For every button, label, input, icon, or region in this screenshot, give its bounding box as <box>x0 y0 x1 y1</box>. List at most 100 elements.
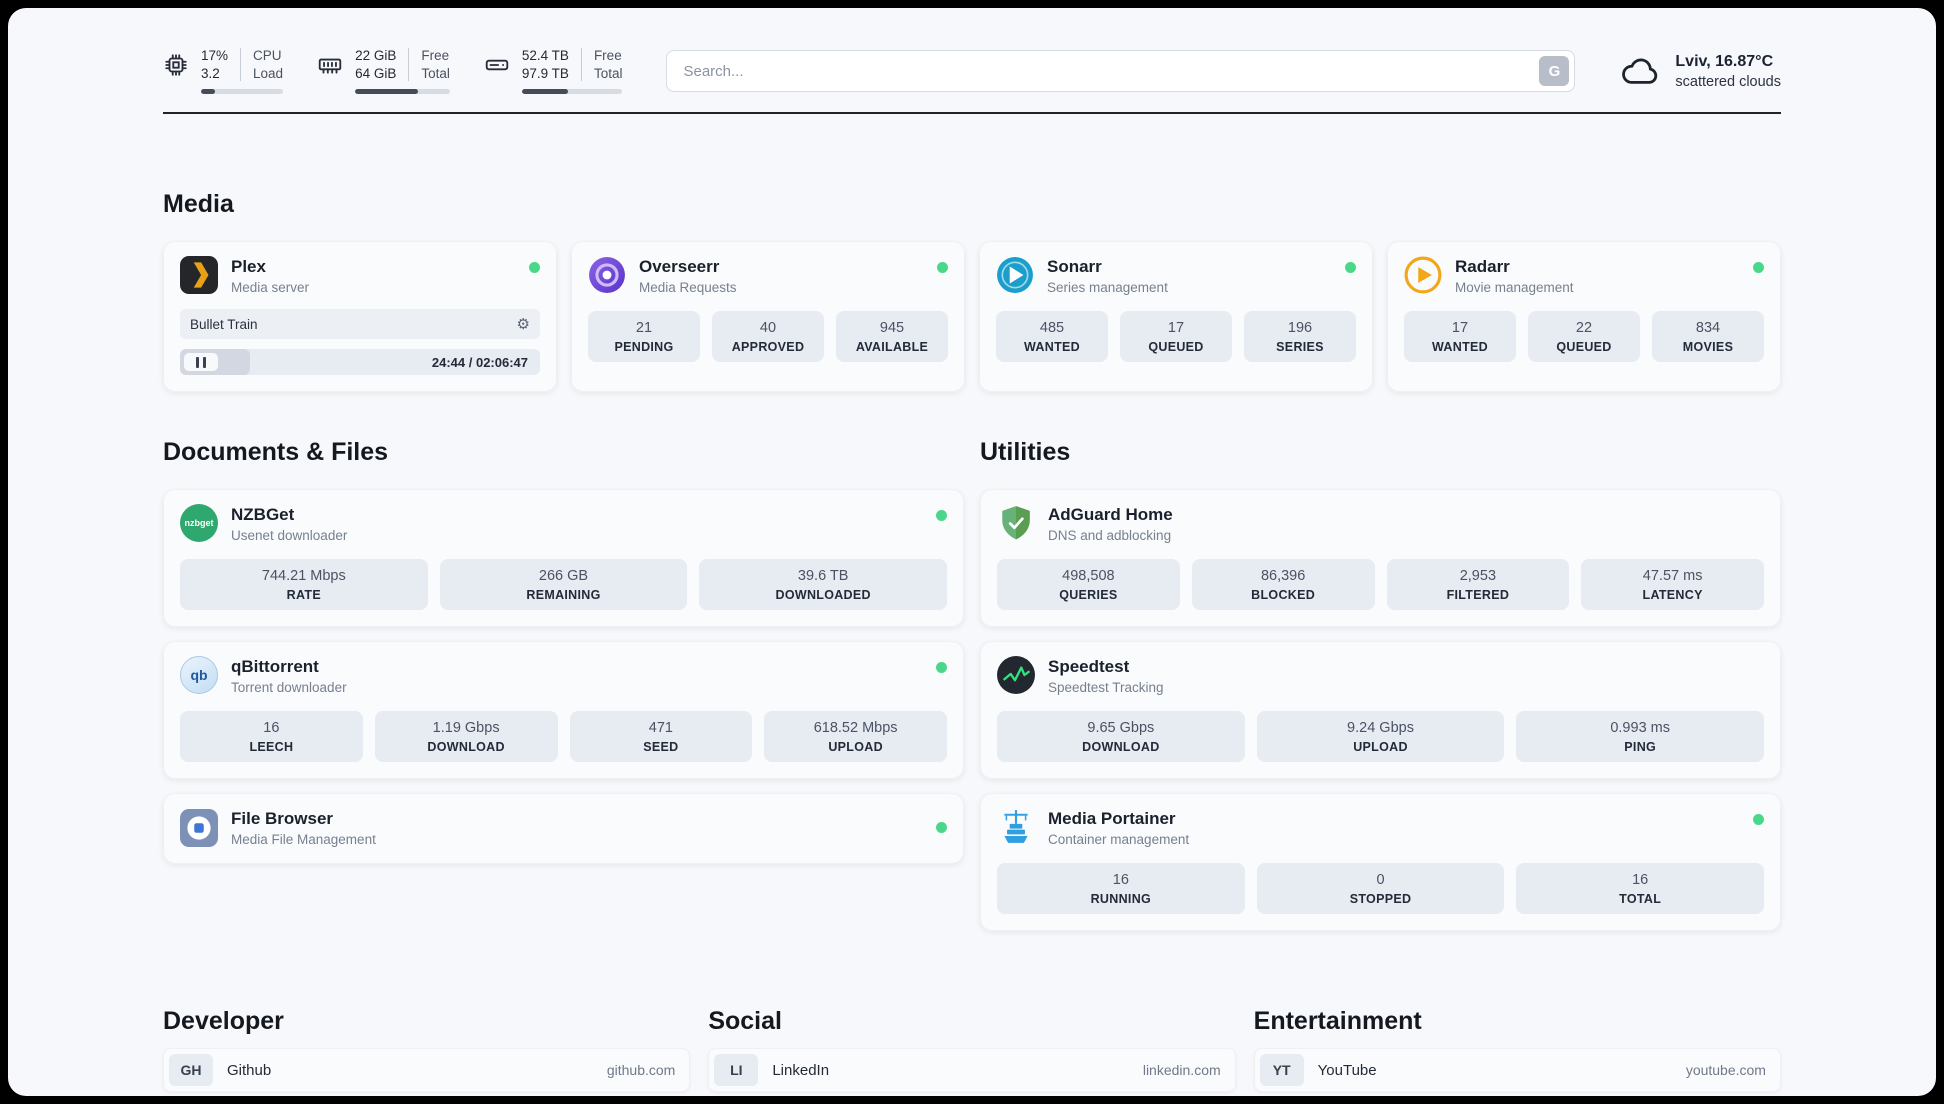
search-box: G <box>666 50 1576 92</box>
stat-value: 17 <box>1451 320 1469 336</box>
stat-label: APPROVED <box>731 340 805 354</box>
bookmark-name: LinkedIn <box>772 1061 830 1079</box>
app-card-sonarr[interactable]: Sonarr Series management 485 WANTED 17 Q… <box>979 241 1373 392</box>
stat-wanted: 485 WANTED <box>996 311 1108 362</box>
app-subtitle: Media server <box>231 280 310 295</box>
playback-progress-bar[interactable]: 24:44 / 02:06:47 <box>180 349 540 375</box>
filebrowser-icon <box>180 808 218 847</box>
stat-blocked: 86,396 BLOCKED <box>1191 559 1375 610</box>
stat-pending: 21 PENDING <box>588 311 700 362</box>
app-card-nzbget[interactable]: nzbget NZBGet Usenet downloader 744.21 M… <box>163 489 964 627</box>
stat-approved: 40 APPROVED <box>712 311 824 362</box>
app-subtitle: Container management <box>1048 832 1190 847</box>
stat-label: UPLOAD <box>1353 740 1408 754</box>
weather-location: Lviv, 16.87°C <box>1675 52 1774 70</box>
bookmark-youtube[interactable]: YT YouTube youtube.com <box>1253 1048 1781 1092</box>
bookmark-url: github.com <box>606 1062 676 1078</box>
app-card-qbittorrent[interactable]: qb qBittorrent Torrent downloader 16 <box>163 641 964 779</box>
bookmark-abbrev: LI <box>714 1054 759 1086</box>
bookmark-name: YouTube <box>1317 1061 1377 1079</box>
stat-queued: 17 QUEUED <box>1120 311 1232 362</box>
app-subtitle: Media Requests <box>639 280 737 295</box>
app-card-radarr[interactable]: Radarr Movie management 17 WANTED 22 QUE… <box>1387 241 1781 392</box>
bookmark-url: linkedin.com <box>1142 1062 1221 1078</box>
app-subtitle: Torrent downloader <box>231 680 347 695</box>
ram-label-line2: Total <box>421 66 450 81</box>
section-title-developer: Developer <box>163 1007 284 1035</box>
stat-available: 945 AVAILABLE <box>836 311 948 362</box>
stat-downloaded: 39.6 TB DOWNLOADED <box>699 559 948 610</box>
pause-button[interactable] <box>184 353 218 371</box>
topbar: 17% 3.2 CPU Load <box>163 48 1781 94</box>
stat-value: 0 <box>1376 872 1385 888</box>
app-card-speedtest[interactable]: Speedtest Speedtest Tracking 9.65 Gbps D… <box>980 641 1781 779</box>
status-dot <box>937 262 948 273</box>
ram-total-value: 64 GiB <box>355 66 397 81</box>
hard-drive-icon <box>484 52 510 78</box>
stat-label: LATENCY <box>1642 588 1703 602</box>
bookmark-linkedin[interactable]: LI LinkedIn linkedin.com <box>708 1048 1236 1092</box>
stat-label: QUEUED <box>1148 340 1204 354</box>
ram-usage-fill <box>355 89 418 94</box>
stat-download: 9.65 Gbps DOWNLOAD <box>997 711 1245 762</box>
stat-value: 196 <box>1287 320 1313 336</box>
stat-label: QUERIES <box>1059 588 1118 602</box>
stat-label: RUNNING <box>1090 892 1152 906</box>
adguard-shield-icon <box>997 504 1035 542</box>
stat-label: MOVIES <box>1682 340 1734 354</box>
stat-label: SERIES <box>1276 340 1324 354</box>
app-card-adguard[interactable]: AdGuard Home DNS and adblocking 498,508 … <box>980 489 1781 627</box>
bookmark-abbrev: YT <box>1259 1054 1304 1086</box>
section-entertainment: Entertainment YT YouTube youtube.com NF … <box>1253 1007 1781 1096</box>
section-media: Media Plex Media server <box>163 190 1781 392</box>
app-name: NZBGet <box>231 505 295 524</box>
stat-label: BLOCKED <box>1251 588 1316 602</box>
now-playing-title: Bullet Train <box>190 316 258 332</box>
stat-queries: 498,508 QUERIES <box>997 559 1180 610</box>
stat-value: 471 <box>648 720 673 736</box>
stat-value: 86,396 <box>1260 568 1306 584</box>
stat-label: QUEUED <box>1556 340 1612 354</box>
stat-value: 485 <box>1039 320 1065 336</box>
stat-queued: 22 QUEUED <box>1528 311 1640 362</box>
bookmark-url: youtube.com <box>1685 1062 1766 1078</box>
stat-value: 47.57 ms <box>1642 568 1703 584</box>
stat-label: STOPPED <box>1349 892 1412 906</box>
app-subtitle: Usenet downloader <box>231 528 348 543</box>
stat-label: LEECH <box>249 740 294 754</box>
app-card-filebrowser[interactable]: File Browser Media File Management <box>163 793 964 864</box>
app-name: Media Portainer <box>1048 809 1176 828</box>
ram-icon <box>317 52 343 78</box>
stat-rate: 744.21 Mbps RATE <box>180 559 428 610</box>
search-input[interactable] <box>666 50 1576 92</box>
stat-wanted: 17 WANTED <box>1404 311 1516 362</box>
bookmark-name: Github <box>227 1061 272 1079</box>
app-name: Speedtest <box>1048 657 1130 676</box>
section-social: Social LI LinkedIn linkedin.com TW Twitt… <box>708 1007 1236 1096</box>
app-name: Radarr <box>1455 257 1510 276</box>
plex-icon <box>180 256 218 294</box>
stat-value: 22 <box>1575 320 1593 336</box>
app-card-overseerr[interactable]: Overseerr Media Requests 21 PENDING 40 A… <box>571 241 965 392</box>
disk-label-line1: Free <box>593 48 622 63</box>
stat-label: REMAINING <box>526 588 601 602</box>
ram-metric: 22 GiB 64 GiB Free Total <box>317 48 450 94</box>
cpu-chip-icon <box>163 52 189 78</box>
app-card-portainer[interactable]: Media Portainer Container management 16 … <box>980 793 1781 931</box>
app-card-plex[interactable]: Plex Media server Bullet Train ⚙ <box>163 241 557 392</box>
disk-free-value: 52.4 TB <box>521 48 569 63</box>
app-subtitle: Speedtest Tracking <box>1048 680 1164 695</box>
section-title-social: Social <box>708 1007 782 1035</box>
stat-label: DOWNLOAD <box>1082 740 1160 754</box>
gear-icon[interactable]: ⚙ <box>516 314 530 333</box>
stat-movies: 834 MOVIES <box>1652 311 1764 362</box>
stat-running: 16 RUNNING <box>997 863 1245 914</box>
search-provider-button[interactable]: G <box>1539 56 1570 86</box>
bookmark-github[interactable]: GH Github github.com <box>163 1048 691 1092</box>
stat-value: 21 <box>635 320 653 336</box>
stat-value: 1.19 Gbps <box>432 720 500 736</box>
stat-label: RATE <box>286 588 321 602</box>
section-title-entertainment: Entertainment <box>1253 1007 1422 1035</box>
disk-label-line2: Total <box>593 66 623 81</box>
topbar-divider <box>163 112 1781 114</box>
